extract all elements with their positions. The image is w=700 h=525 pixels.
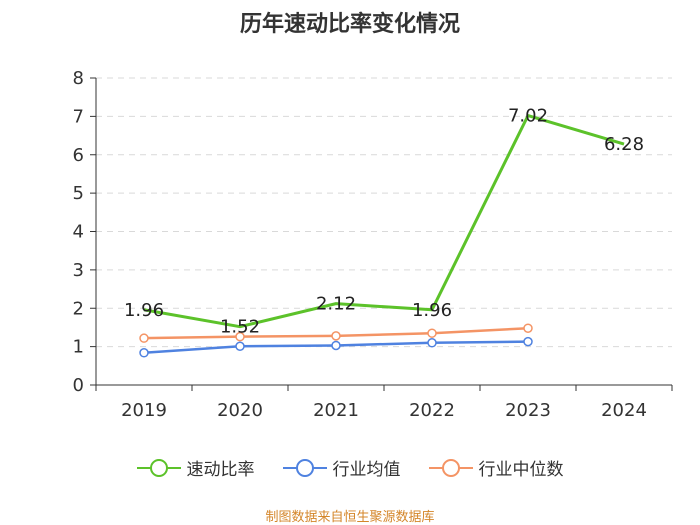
data-point	[139, 333, 149, 343]
legend-item-quick-ratio[interactable]: 速动比率	[136, 455, 255, 480]
data-point	[427, 338, 437, 348]
data-label: 7.02	[508, 106, 548, 127]
y-tick-label: 0	[73, 375, 84, 396]
legend: 速动比率 行业均值 行业中位数	[0, 455, 700, 480]
x-tick-label: 2023	[505, 400, 551, 421]
y-tick-label: 4	[73, 222, 84, 243]
data-label: 1.52	[220, 317, 260, 338]
data-label: 1.96	[412, 300, 452, 321]
data-point	[331, 331, 341, 341]
legend-item-industry-median[interactable]: 行业中位数	[428, 455, 564, 480]
x-tick-label: 2022	[409, 400, 455, 421]
legend-marker-quick-ratio	[136, 458, 181, 477]
series-line-0	[143, 114, 625, 329]
y-tick-label: 8	[73, 68, 84, 89]
legend-label-industry-median: 行业中位数	[478, 460, 564, 480]
data-point	[139, 348, 149, 358]
y-tick-label: 5	[73, 183, 84, 204]
legend-label-quick-ratio: 速动比率	[186, 460, 255, 480]
y-tick-label: 2	[73, 298, 84, 319]
legend-label-industry-mean: 行业均值	[332, 460, 401, 480]
data-point	[235, 331, 245, 342]
data-label: 1.96	[124, 300, 164, 321]
data-point	[427, 328, 437, 338]
y-tick-label: 7	[73, 106, 84, 127]
data-point	[331, 340, 341, 351]
data-point	[235, 341, 245, 351]
legend-marker-industry-mean	[282, 458, 327, 477]
x-tick-label: 2020	[217, 400, 263, 421]
x-tick-label: 2024	[601, 400, 647, 421]
data-label: 6.28	[604, 134, 644, 155]
data-label: 2.12	[316, 294, 356, 315]
y-tick-label: 6	[73, 145, 84, 166]
x-tick-label: 2021	[313, 400, 359, 421]
data-point	[523, 323, 533, 333]
x-tick-label: 2019	[121, 400, 167, 421]
y-tick-label: 3	[73, 260, 84, 281]
source-note: 制图数据来自恒生聚源数据库	[265, 510, 435, 525]
data-point	[523, 336, 533, 347]
legend-item-industry-mean[interactable]: 行业均值	[282, 455, 401, 480]
chart-title: 历年速动比率变化情况	[239, 12, 460, 37]
y-tick-label: 1	[73, 337, 84, 358]
legend-marker-industry-median	[428, 458, 473, 477]
